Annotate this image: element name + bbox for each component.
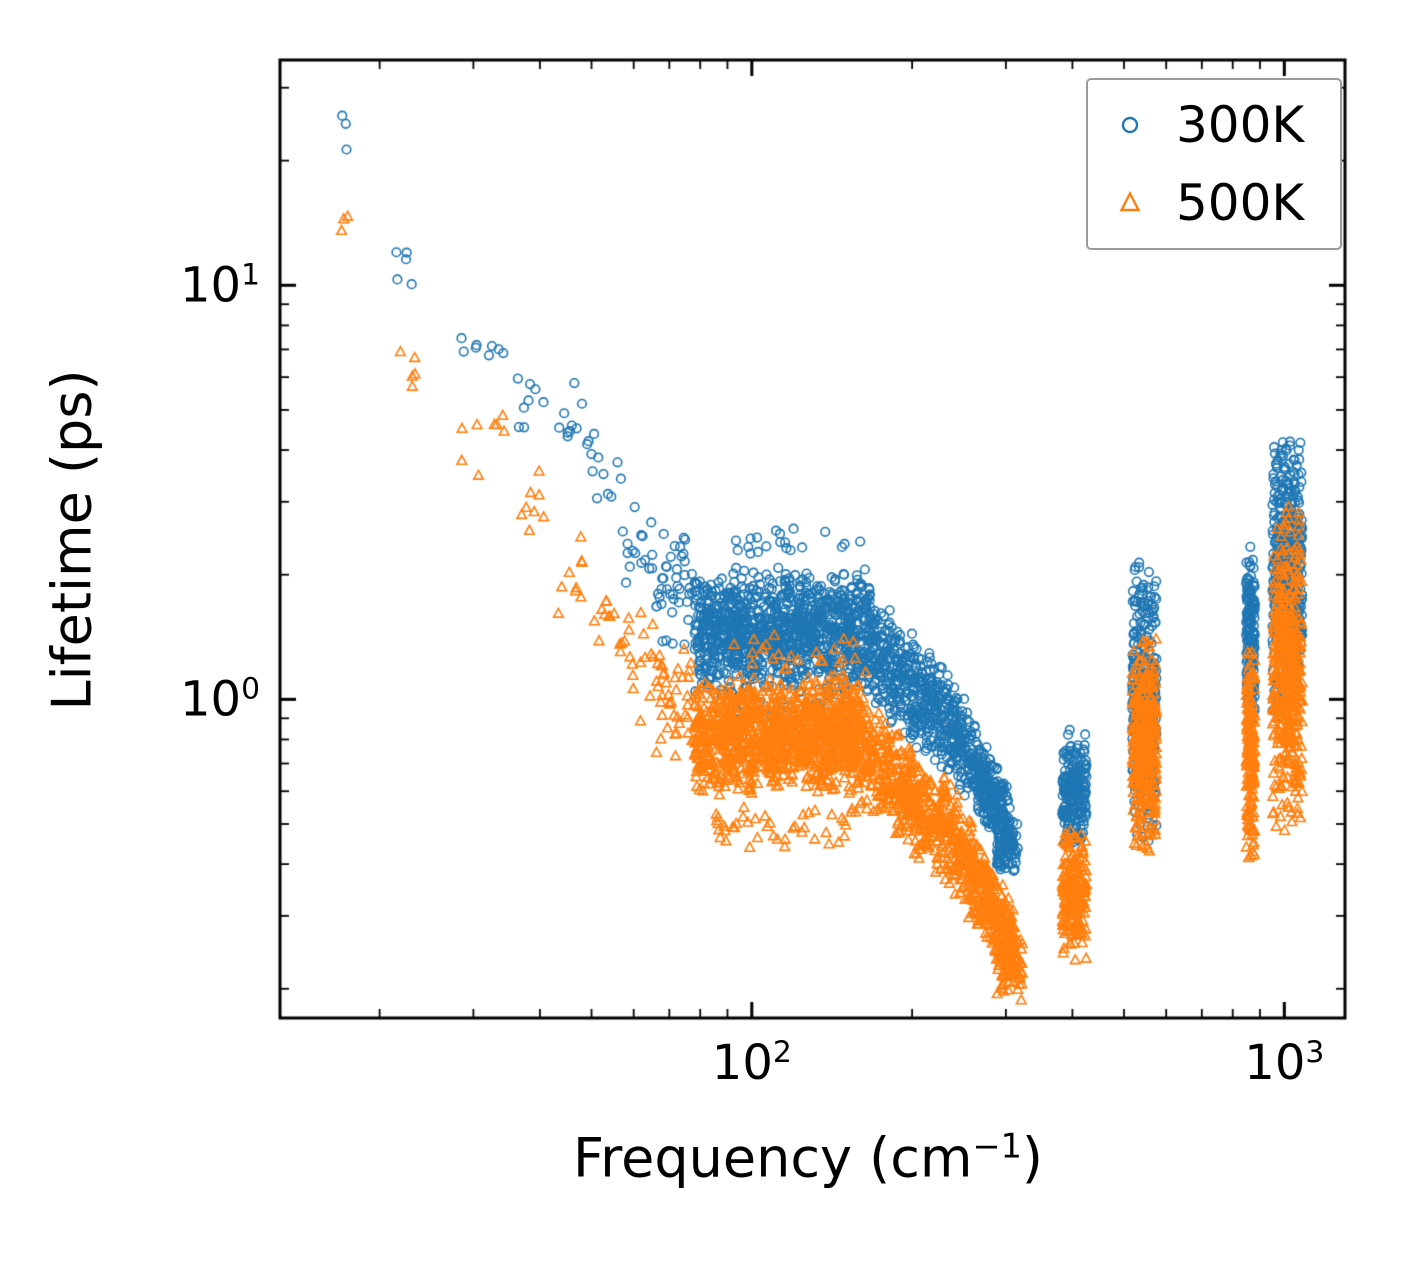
legend-marker-circle-icon: [1121, 116, 1139, 134]
y-tick-label: 100: [179, 671, 260, 728]
legend-marker-triangle-icon: [1119, 190, 1141, 212]
x-tick-label: 102: [711, 1035, 792, 1091]
y-axis-label: Lifetime (ps): [41, 369, 104, 710]
legend-item-500k: 500K: [1114, 174, 1304, 232]
x-tick-label: 103: [1244, 1035, 1325, 1091]
x-axis-label: Frequency (cm−1): [573, 1127, 1043, 1190]
y-axis-label-text: Lifetime (ps): [40, 369, 104, 711]
x-axis-label-suffix: ): [1021, 1126, 1043, 1190]
x-axis-label-exponent: −1: [972, 1126, 1022, 1166]
y-tick-label: 101: [179, 257, 260, 314]
x-axis-label-prefix: Frequency (cm: [573, 1126, 973, 1190]
legend-label: 300K: [1176, 96, 1305, 154]
legend: 300K 500K: [1086, 78, 1343, 250]
legend-item-300k: 300K: [1114, 96, 1304, 154]
legend-label: 500K: [1176, 174, 1305, 232]
